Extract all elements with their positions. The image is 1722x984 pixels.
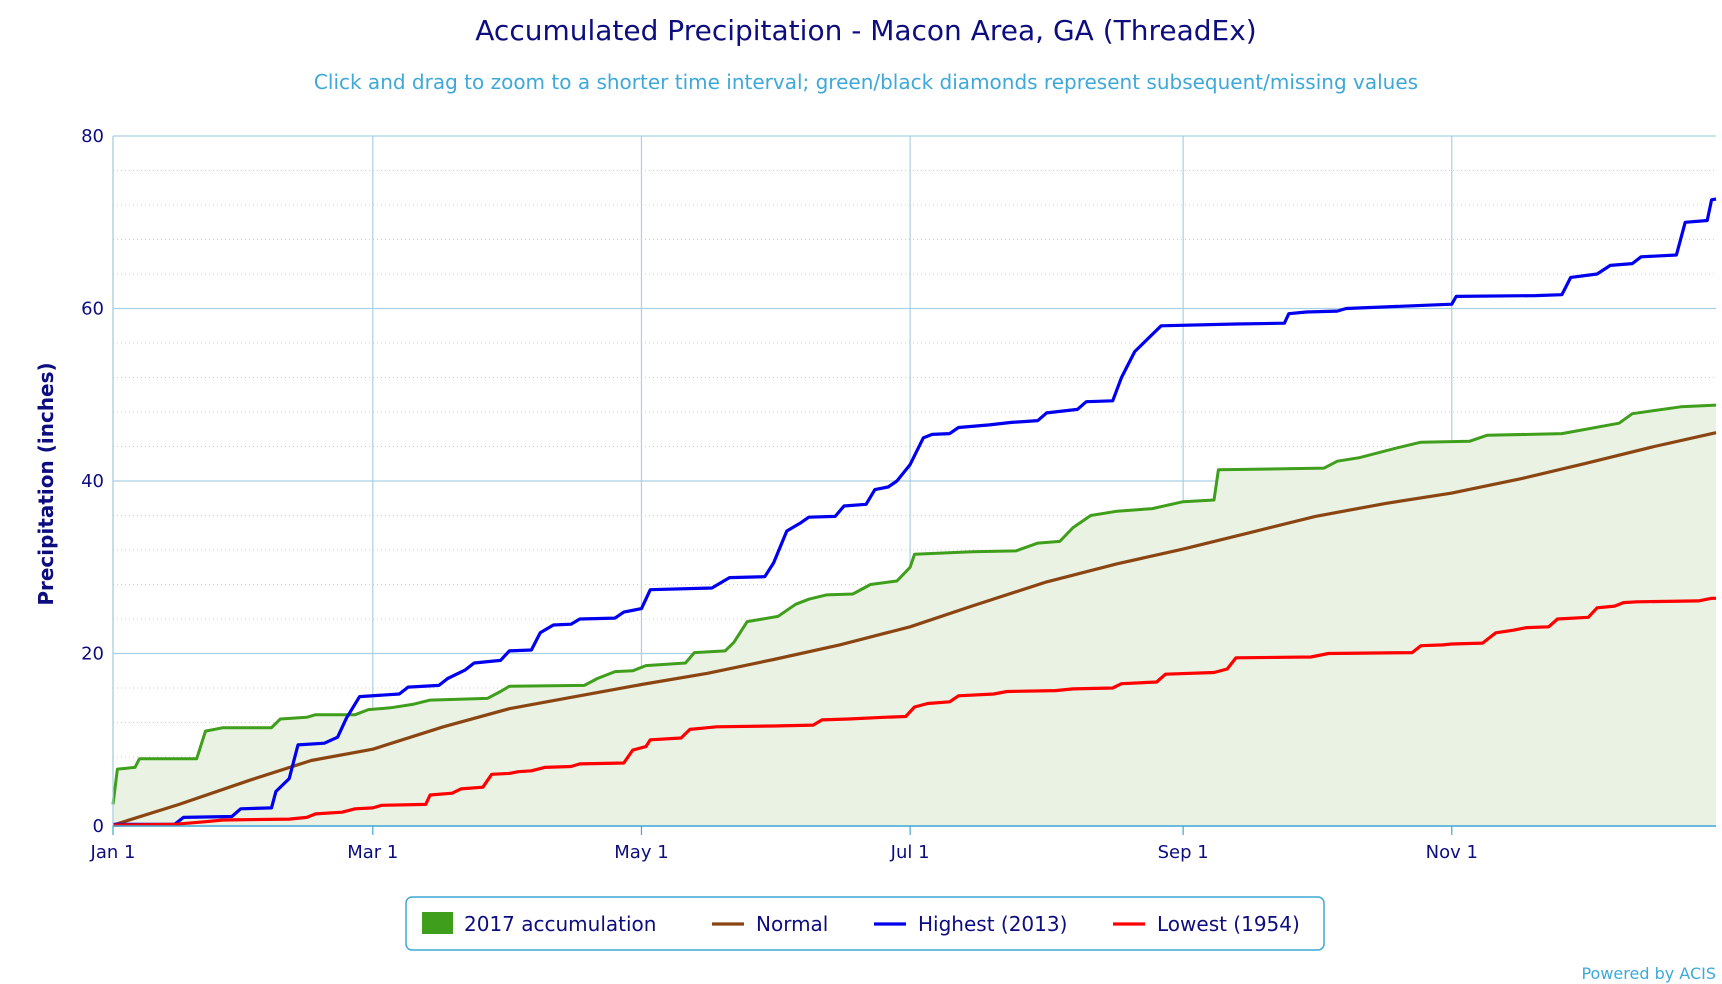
y-tick-label: 80: [81, 126, 104, 147]
series-area-2017-accumulation: [113, 405, 1716, 826]
legend-frame: [405, 896, 1325, 951]
axes: 0 20 40 60 80 Jan 1 Mar 1 May 1 Jul 1 Sep 1 Nov 1: [81, 126, 1716, 863]
legend-label: 2017 accumulation: [464, 912, 656, 936]
legend-label: Normal: [756, 912, 828, 936]
x-tick-label: Nov 1: [1426, 842, 1478, 863]
legend-item-lowest-1954[interactable]: Lowest (1954): [1113, 912, 1300, 936]
chart-subtitle: Click and drag to zoom to a shorter time…: [314, 70, 1418, 94]
x-tick-label: Mar 1: [347, 842, 398, 863]
series-line-lowest-1954[interactable]: [112, 596, 1716, 827]
y-axis-label: Precipitation (inches): [34, 362, 58, 605]
series-line-2017-accumulation[interactable]: [111, 403, 1717, 805]
x-tick-label: Jul 1: [890, 842, 930, 863]
legend-label: Lowest (1954): [1157, 912, 1300, 936]
legend-label: Highest (2013): [918, 912, 1067, 936]
legend-item-normal[interactable]: Normal: [712, 912, 828, 936]
area-layer: [113, 405, 1716, 826]
y-tick-label: 60: [81, 299, 104, 320]
legend-item-highest-2013[interactable]: Highest (2013): [874, 912, 1067, 936]
series-line-normal[interactable]: [112, 431, 1717, 827]
y-tick-label: 40: [81, 471, 104, 492]
y-tick-label: 0: [93, 816, 104, 837]
y-tick-label: 20: [81, 644, 104, 665]
series-line-highest-2013[interactable]: [113, 197, 1717, 826]
x-tick-label: May 1: [614, 842, 668, 863]
legend-item-2017-accumulation[interactable]: 2017 accumulation: [422, 912, 656, 936]
legend[interactable]: 2017 accumulation Normal Highest (2013) Low…: [405, 896, 1325, 951]
x-tick-label: Jan 1: [90, 842, 136, 863]
legend-swatch: [422, 912, 453, 934]
x-tick-label: Sep 1: [1158, 842, 1209, 863]
chart-title: Accumulated Precipitation - Macon Area, …: [475, 14, 1256, 47]
series-lines[interactable]: [111, 197, 1717, 827]
credit-text[interactable]: Powered by ACIS: [1581, 964, 1716, 983]
